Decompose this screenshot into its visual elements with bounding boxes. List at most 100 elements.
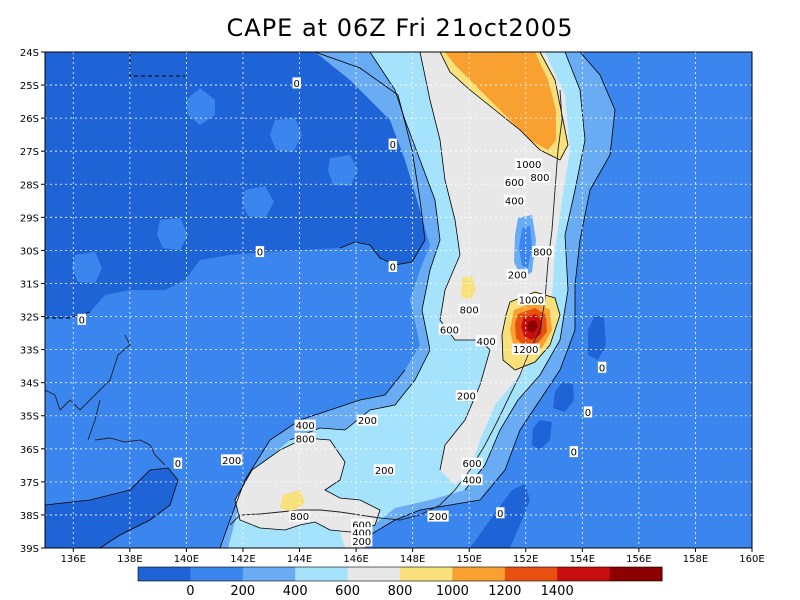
contour-label: 600	[440, 325, 459, 336]
contour-label: 200	[508, 271, 527, 282]
plot-frame	[44, 51, 753, 549]
contour-label: 0	[79, 315, 85, 326]
contour-line	[369, 52, 616, 536]
y-tick-label: 28S	[20, 180, 39, 191]
contour-label-bg	[455, 389, 477, 401]
contour-label-bg	[438, 323, 461, 335]
contour-label-bg	[388, 138, 398, 150]
y-tick-label: 26S	[20, 114, 39, 125]
x-tick-label: 136E	[61, 554, 86, 565]
region-200-400-f	[72, 252, 102, 283]
contour-label-bg	[173, 457, 183, 469]
contour-label: 600	[462, 459, 481, 470]
contour-value-labels: 0000000000100080060040080020080010006004…	[77, 77, 607, 548]
contour-line	[439, 52, 569, 161]
contour-label: 800	[533, 248, 552, 259]
contour-label: 200	[358, 416, 377, 427]
contour-label-bg	[461, 457, 483, 469]
region-200-400-d	[242, 186, 274, 218]
colorbar-swatch	[242, 567, 296, 581]
contour-label-bg	[221, 454, 243, 466]
x-tick-label: 142E	[230, 554, 255, 565]
colorbar-swatch	[347, 567, 401, 581]
colorbar: 0 200 400 600 800 1000 1200 1400	[137, 566, 663, 599]
contour-label-bg	[255, 246, 265, 258]
contour-line	[419, 52, 491, 471]
contour-label: 400	[462, 476, 481, 487]
cape-filled-contours	[45, 52, 752, 548]
y-tick-label: 35S	[20, 412, 39, 423]
contour-label: 200	[429, 512, 448, 523]
colorbar-label: 200	[230, 584, 255, 599]
y-tick-label: 34S	[20, 379, 39, 390]
x-tick-label: 140E	[174, 554, 199, 565]
y-tick-label: 31S	[20, 279, 39, 290]
contour-label-bg	[351, 527, 373, 539]
colorbar-swatch	[452, 567, 506, 581]
y-tick-label: 29S	[20, 213, 39, 224]
contour-line	[289, 52, 441, 441]
axis-tick-labels: 136E 138E 140E 142E 144E 146E 148E 150E 152E 154E…	[20, 48, 765, 565]
y-tick-label: 24S	[20, 48, 39, 59]
colorbar-label: 1000	[436, 584, 469, 599]
contour-label-bg	[458, 303, 480, 315]
chart-title: CAPE at 06Z Fri 21oct2005	[226, 14, 574, 42]
y-tick-label: 30S	[20, 246, 39, 257]
region-200-400-e	[157, 218, 188, 250]
colorbar-swatch	[609, 567, 663, 581]
contour-label: 0	[390, 262, 396, 273]
x-tick-label: 154E	[570, 554, 595, 565]
contour-label-bg	[294, 432, 316, 444]
contour-label: 0	[257, 248, 263, 259]
contour-label: 400	[505, 196, 524, 207]
colorbar-swatch	[400, 567, 453, 581]
zero-contour-line	[129, 52, 185, 77]
coastline-path	[229, 89, 563, 526]
contour-label-bg	[597, 361, 607, 373]
contour-label: 200	[222, 456, 241, 467]
x-tick-label: 152E	[513, 554, 538, 565]
region-1000-1200-small2	[280, 490, 305, 512]
contour-label: 800	[296, 434, 315, 445]
y-tick-label: 38S	[20, 511, 39, 522]
contour-label-bg	[506, 269, 528, 281]
colorbar-label: 0	[186, 584, 194, 599]
contour-label-bg	[292, 77, 301, 89]
contour-label-bg	[373, 464, 395, 476]
contour-label-bg	[503, 176, 526, 188]
x-tick-label: 144E	[287, 554, 312, 565]
region-200-400-c	[328, 155, 358, 186]
contour-label: 0	[497, 509, 503, 520]
contour-label-bg	[569, 446, 579, 458]
contour-label-bg	[388, 260, 398, 272]
contour-label: 600	[505, 178, 524, 189]
contour-label: 200	[457, 391, 476, 402]
contour-label: 0	[571, 448, 577, 459]
x-tick-label: 160E	[739, 554, 764, 565]
coastline-path	[94, 437, 166, 466]
contour-line	[314, 52, 426, 266]
contour-label-bg	[288, 510, 311, 522]
contour-label: 0	[599, 363, 605, 374]
contour-label: 800	[290, 512, 309, 523]
contour-label: 1000	[519, 296, 544, 307]
coastline-path	[87, 399, 101, 441]
x-tick-label: 148E	[400, 554, 425, 565]
region-200-400	[186, 88, 215, 125]
x-tick-label: 150E	[456, 554, 481, 565]
region-200-400-b	[270, 118, 302, 152]
region-1000-1200-small1	[461, 276, 476, 300]
region-below-0-blob3	[532, 420, 552, 450]
contour-label: 200	[375, 466, 394, 477]
contour-label-bg	[294, 419, 316, 431]
y-tick-label: 32S	[20, 313, 39, 324]
contour-label: 400	[352, 529, 371, 540]
region-below-0-south	[45, 468, 178, 548]
contour-label: 400	[477, 337, 496, 348]
coastline-path	[45, 334, 131, 411]
x-tick-label: 158E	[683, 554, 708, 565]
contour-label-bg	[532, 246, 554, 258]
region-below-0-blob2	[553, 382, 574, 412]
x-tick-label: 146E	[343, 554, 368, 565]
